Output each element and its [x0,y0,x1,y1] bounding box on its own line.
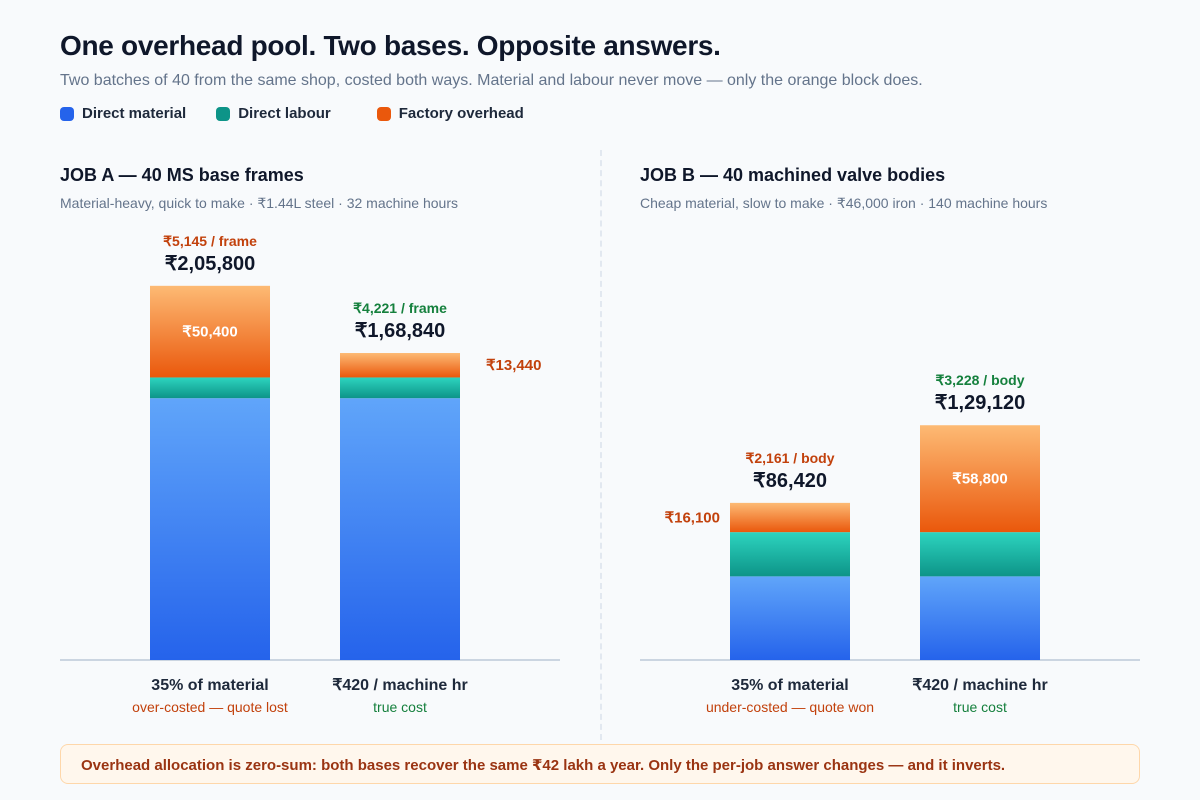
bar-segment-overhead [150,285,270,378]
bar-segment-labour [730,532,850,577]
bar-per-unit-label: ₹5,145 / frame [163,233,257,249]
bar-segment-overhead [340,353,460,378]
overhead-value-label: ₹13,440 [486,357,541,374]
legend-item-labour: Direct labour [216,105,331,122]
category-note: true cost [373,699,427,715]
legend-label-labour: Direct labour [238,105,331,122]
page-title: One overhead pool. Two bases. Opposite a… [60,30,721,61]
panel-a-subtitle: Material-heavy, quick to make · ₹1.44L s… [60,195,458,211]
legend-label-overhead: Factory overhead [398,105,524,122]
bar-total-label: ₹86,420 [753,470,827,492]
bar-segment-labour [920,532,1040,577]
overhead-value-label: ₹58,800 [952,471,1007,488]
bar-segment-labour [340,377,460,399]
category-label: ₹420 / machine hr [912,677,1048,694]
overhead-value-label: ₹16,100 [665,510,720,527]
callout-note: Overhead allocation is zero-sum: both ba… [60,744,1140,784]
bar-segment-material [150,398,270,660]
bar-total-label: ₹1,68,840 [355,320,446,342]
category-note: under-costed — quote won [706,699,874,715]
bar-segment-material [920,576,1040,660]
legend-item-overhead: Factory overhead [376,105,524,122]
bar-segment-material [340,398,460,660]
legend-swatch-overhead [376,106,391,121]
panel-a-title: JOB A — 40 MS base frames [60,165,304,185]
category-note: true cost [953,699,1007,715]
bar-segment-overhead [920,425,1040,533]
category-note: over-costed — quote lost [132,699,288,715]
cost-chart: ₹50,400 ₹2,05,800 ₹5,145 / frame 35% of mat… [60,233,1140,715]
bar-segment-overhead [730,502,850,533]
bar-total-label: ₹2,05,800 [165,253,256,275]
category-label: 35% of material [151,677,268,694]
panel-b-subtitle: Cheap material, slow to make · ₹46,000 i… [640,195,1048,211]
legend-swatch-material [60,106,74,121]
panel-divider [600,150,602,740]
legend-swatch-labour [216,106,231,121]
overhead-value-label: ₹50,400 [182,324,237,341]
bar-segment-labour [150,377,270,399]
bar-per-unit-label: ₹3,228 / body [935,372,1024,388]
bar-total-label: ₹1,29,120 [935,392,1026,414]
bar-per-unit-label: ₹2,161 / body [745,450,834,466]
bar-per-unit-label: ₹4,221 / frame [353,300,447,316]
category-label: 35% of material [731,677,848,694]
legend-label-material: Direct material [82,105,187,122]
legend-item-material: Direct material [60,105,186,122]
bar-segment-material [730,576,850,660]
legend: Direct material Direct labour Factory ov… [60,105,524,122]
category-label: ₹420 / machine hr [332,677,468,694]
panel-b-title: JOB B — 40 machined valve bodies [640,165,946,185]
page-subtitle: Two batches of 40 from the same shop, co… [60,72,923,89]
